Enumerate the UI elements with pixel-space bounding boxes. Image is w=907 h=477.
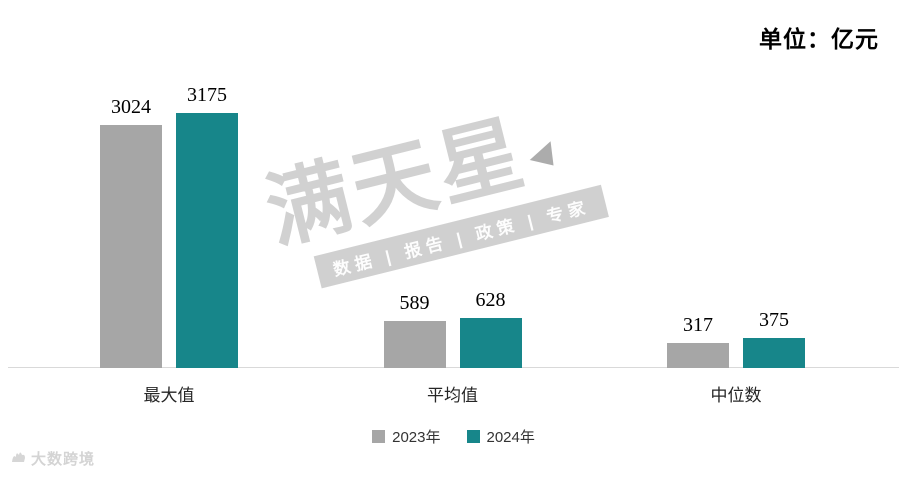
bar-with-label: 589 (383, 292, 446, 368)
x-axis-line (8, 367, 899, 368)
bar-group-3: 317 375 中位数 (667, 309, 805, 405)
value-label: 628 (475, 289, 506, 311)
footer-logo: 大数跨境 (10, 448, 95, 469)
bar-with-label: 3024 (100, 96, 162, 368)
bar-with-label: 3175 (176, 84, 238, 368)
value-label: 589 (399, 292, 430, 314)
bar-2023年-中位数 (667, 343, 729, 368)
legend-label: 2024年 (486, 429, 535, 446)
legend-item-2024年: 2024年 (466, 426, 535, 447)
bar-2024年-最大值 (176, 113, 238, 368)
unit-label: 单位：亿元 (759, 26, 879, 52)
category-label: 平均值 (427, 386, 478, 405)
footer-logo-icon (10, 449, 27, 468)
bar-with-label: 317 (667, 314, 729, 368)
bar-2024年-平均值 (459, 318, 522, 368)
bar-with-label: 628 (459, 289, 522, 368)
bar-2023年-最大值 (100, 125, 162, 368)
value-label: 3175 (187, 84, 227, 106)
bar-group-2: 589 628 平均值 (383, 289, 522, 405)
watermark: 满天星 数据 | 报告 | 政策 | 专家 (256, 86, 638, 296)
watermark-brand: 满天星 (256, 104, 536, 260)
category-label: 中位数 (710, 386, 762, 405)
watermark-triangle-icon (529, 141, 564, 175)
legend-swatch (466, 430, 480, 443)
bar-2023年-平均值 (383, 321, 446, 368)
legend: 2023年 2024年 (0, 426, 907, 447)
value-label: 375 (759, 309, 789, 331)
bar-2024年-中位数 (743, 338, 805, 368)
category-label: 最大值 (143, 386, 195, 405)
legend-item-2023年: 2023年 (372, 426, 441, 447)
watermark-brand-row: 满天星 (256, 86, 628, 260)
watermark-tagline: 数据 | 报告 | 政策 | 专家 (313, 184, 609, 289)
legend-label: 2023年 (392, 429, 441, 446)
value-label: 3024 (111, 96, 151, 118)
footer-logo-text: 大数跨境 (31, 451, 96, 468)
legend-swatch (372, 430, 386, 443)
value-label: 317 (683, 314, 713, 336)
bar-group-1: 3024 3175 最大值 (100, 84, 238, 405)
bar-with-label: 375 (743, 309, 805, 368)
